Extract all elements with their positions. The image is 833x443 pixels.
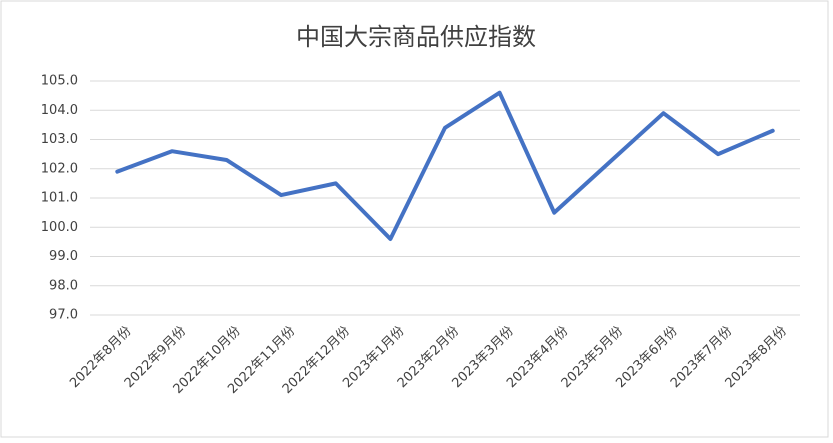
y-tick-label: 102.0 — [41, 161, 78, 176]
chart-title: 中国大宗商品供应指数 — [296, 23, 536, 51]
y-tick-label: 104.0 — [41, 103, 78, 118]
y-tick-label: 100.0 — [41, 220, 78, 235]
y-tick-label: 98.0 — [49, 278, 78, 293]
y-tick-label: 103.0 — [41, 132, 78, 147]
y-tick-label: 105.0 — [41, 74, 78, 89]
y-tick-label: 101.0 — [41, 191, 78, 206]
line — [115, 90, 775, 241]
y-tick-label: 99.0 — [49, 249, 78, 264]
y-tick-label: 97.0 — [49, 308, 78, 323]
